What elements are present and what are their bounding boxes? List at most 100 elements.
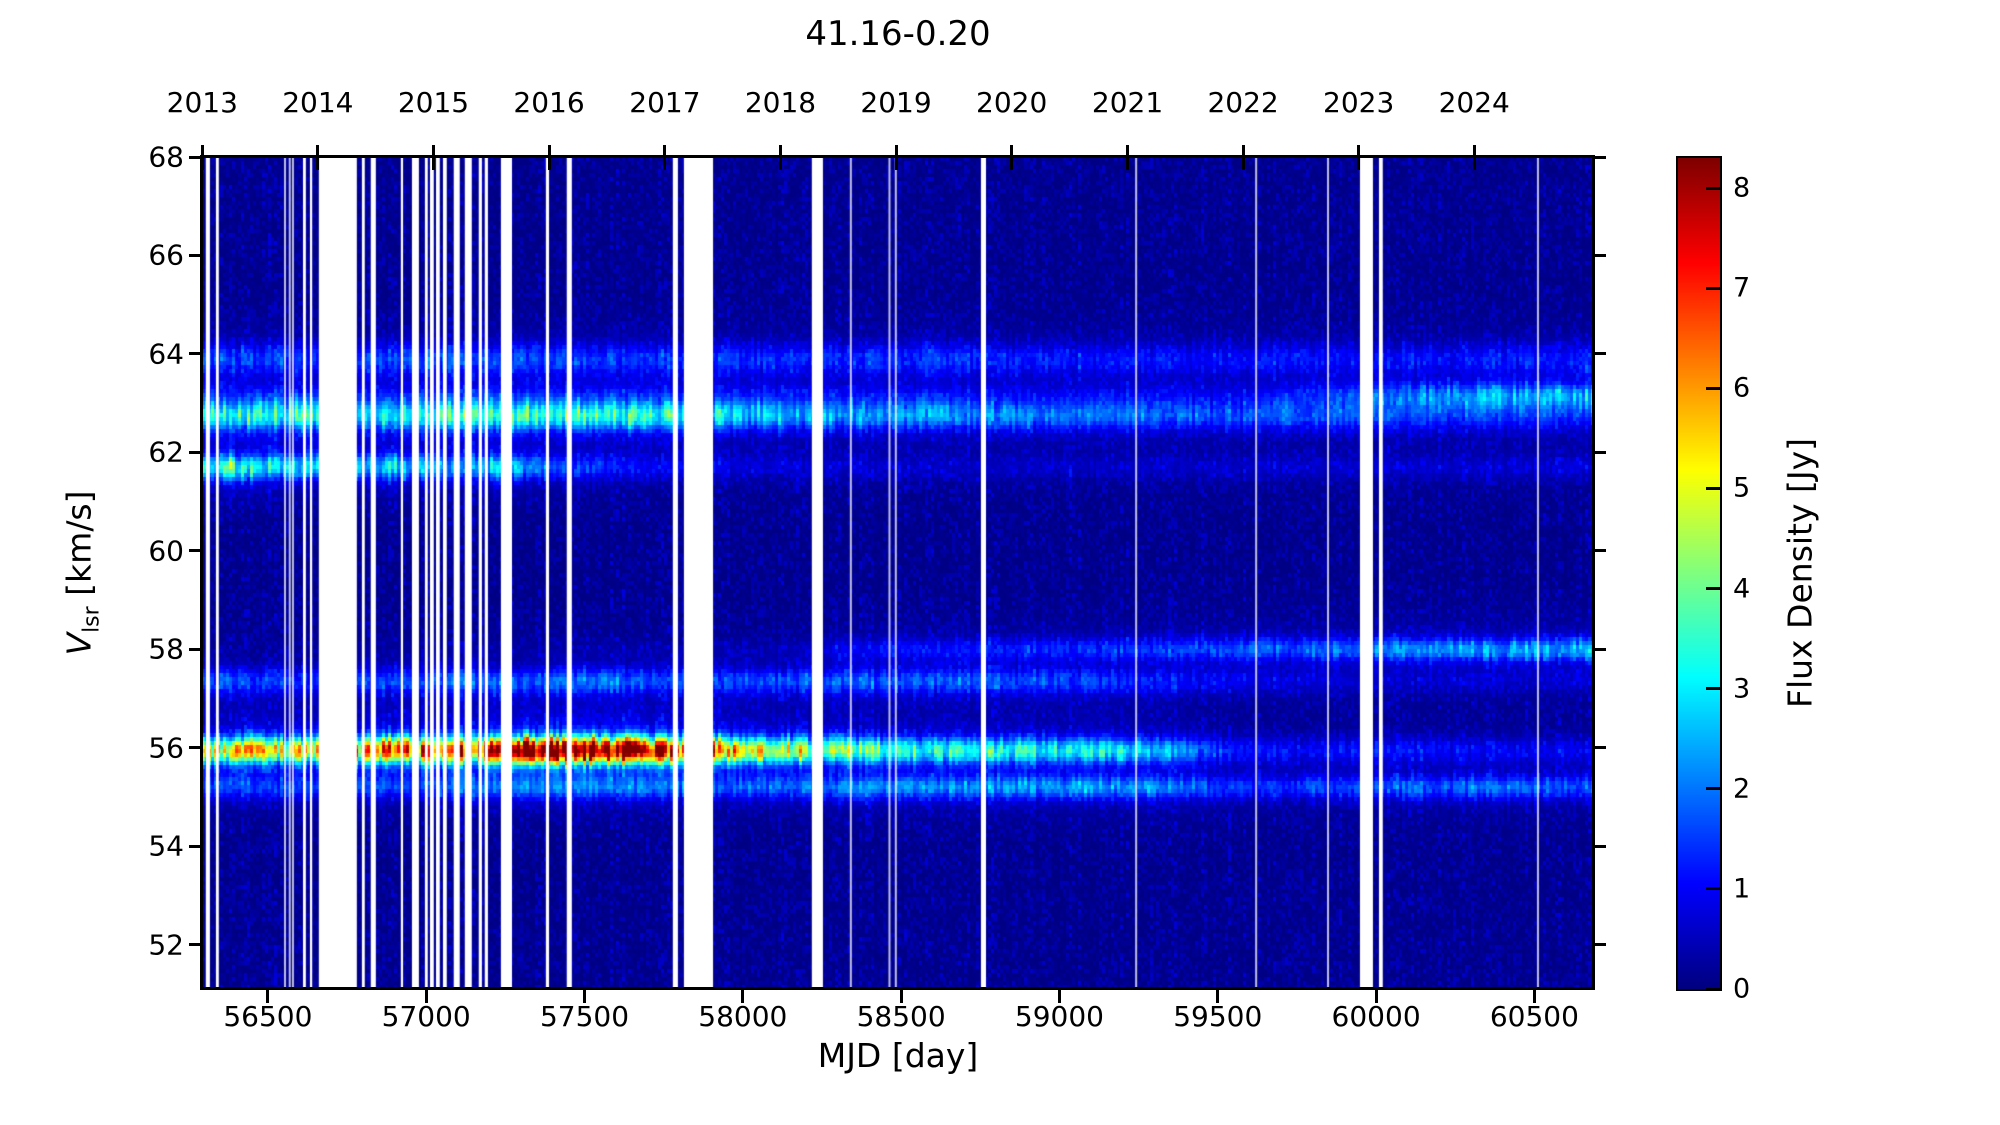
y-tick-label: 68 bbox=[148, 140, 184, 174]
colorbar-label: Flux Density [Jy] bbox=[1780, 437, 1820, 709]
year-tick-mark bbox=[316, 145, 320, 170]
year-tick-label: 2014 bbox=[282, 86, 354, 119]
year-tick-label: 2016 bbox=[513, 86, 585, 119]
x-tick-mark bbox=[583, 990, 586, 1003]
x-tick-label: 60000 bbox=[1331, 1000, 1421, 1033]
y-axis-label: Vlsr [km/s] bbox=[60, 490, 105, 655]
colorbar-tick-mark bbox=[1706, 486, 1720, 490]
year-tick-mark bbox=[431, 145, 435, 170]
colorbar-border bbox=[1676, 156, 1722, 991]
colorbar-tick-label: 1 bbox=[1733, 873, 1751, 905]
y-tick-mark bbox=[189, 844, 202, 848]
year-tick-label: 2017 bbox=[629, 86, 701, 119]
x-tick-label: 60500 bbox=[1489, 1000, 1579, 1033]
year-tick-mark bbox=[200, 145, 204, 170]
colorbar-tick-mark bbox=[1706, 587, 1720, 591]
x-tick-mark bbox=[266, 990, 270, 1003]
y-tick-mark-right bbox=[1593, 746, 1606, 750]
year-tick-label: 2013 bbox=[166, 86, 238, 119]
y-tick-mark bbox=[189, 253, 202, 257]
y-tick-mark bbox=[189, 943, 202, 947]
x-tick-mark bbox=[1057, 990, 1061, 1003]
x-tick-mark bbox=[1374, 990, 1378, 1003]
year-tick-mark bbox=[779, 145, 782, 170]
x-tick-label: 58500 bbox=[856, 1000, 946, 1033]
y-tick-mark-right bbox=[1593, 844, 1606, 848]
plot-title: 41.16-0.20 bbox=[805, 14, 991, 54]
x-tick-label: 57500 bbox=[539, 1000, 630, 1033]
year-tick-mark bbox=[1472, 145, 1476, 170]
y-tick-label: 54 bbox=[148, 829, 184, 863]
spectrogram-canvas bbox=[202, 157, 1593, 989]
y-tick-mark-right bbox=[1593, 450, 1606, 454]
y-tick-label: 56 bbox=[148, 731, 184, 765]
colorbar-gradient bbox=[1678, 158, 1720, 989]
colorbar-tick-label: 5 bbox=[1733, 472, 1751, 504]
colorbar-tick-label: 2 bbox=[1733, 773, 1751, 805]
year-tick-label: 2019 bbox=[860, 86, 932, 119]
x-tick-label: 57000 bbox=[381, 1000, 471, 1033]
year-tick-mark bbox=[547, 145, 551, 170]
y-tick-mark bbox=[189, 647, 202, 651]
y-tick-label: 60 bbox=[148, 534, 184, 568]
y-axis-label-subscript: lsr bbox=[79, 606, 105, 633]
y-tick-mark-right bbox=[1593, 549, 1606, 553]
x-tick-label: 59500 bbox=[1173, 1000, 1263, 1033]
year-tick-label: 2021 bbox=[1091, 86, 1164, 119]
y-tick-mark bbox=[189, 450, 202, 454]
x-tick-label: 59000 bbox=[1014, 1000, 1104, 1033]
y-tick-label: 66 bbox=[148, 238, 184, 272]
bottom-spine bbox=[200, 987, 1595, 990]
year-tick-mark bbox=[1126, 145, 1130, 170]
colorbar-tick-mark bbox=[1706, 186, 1720, 190]
left-spine bbox=[200, 155, 203, 990]
year-tick-label: 2015 bbox=[397, 86, 470, 119]
colorbar-tick-mark bbox=[1706, 687, 1720, 691]
x-tick-mark bbox=[1532, 990, 1536, 1003]
colorbar-tick-mark bbox=[1706, 987, 1720, 991]
year-tick-mark bbox=[1010, 145, 1014, 170]
y-tick-label: 64 bbox=[148, 337, 184, 371]
year-tick-label: 2023 bbox=[1323, 86, 1395, 119]
y-tick-mark-right bbox=[1593, 943, 1606, 947]
year-tick-label: 2024 bbox=[1438, 86, 1510, 119]
y-tick-mark bbox=[189, 549, 202, 553]
y-axis-label-unit: [km/s] bbox=[59, 490, 99, 607]
year-tick-mark bbox=[894, 145, 898, 170]
year-tick-mark bbox=[1357, 145, 1361, 170]
y-tick-mark bbox=[189, 155, 202, 159]
x-tick-mark bbox=[1216, 990, 1220, 1003]
y-tick-mark-right bbox=[1593, 647, 1606, 651]
y-tick-mark-right bbox=[1593, 155, 1606, 159]
year-tick-mark bbox=[663, 145, 667, 170]
x-axis-label: MJD [day] bbox=[817, 1036, 979, 1075]
year-tick-mark bbox=[1241, 145, 1245, 170]
x-tick-label: 58000 bbox=[698, 1000, 788, 1033]
x-tick-mark bbox=[424, 990, 428, 1003]
colorbar-tick-label: 7 bbox=[1733, 272, 1751, 304]
colorbar-tick-label: 8 bbox=[1733, 172, 1751, 204]
colorbar-tick-mark bbox=[1706, 887, 1720, 891]
y-tick-mark-right bbox=[1593, 352, 1606, 356]
colorbar-tick-mark bbox=[1706, 787, 1720, 791]
colorbar-tick-mark bbox=[1706, 286, 1720, 290]
year-tick-label: 2022 bbox=[1207, 86, 1279, 119]
year-tick-label: 2020 bbox=[976, 86, 1048, 119]
colorbar-tick-label: 3 bbox=[1733, 673, 1751, 705]
colorbar-tick-label: 4 bbox=[1733, 573, 1751, 605]
y-tick-label: 58 bbox=[148, 632, 184, 666]
year-tick-label: 2018 bbox=[744, 86, 817, 119]
colorbar-tick-label: 6 bbox=[1733, 372, 1751, 404]
right-spine bbox=[1592, 155, 1595, 990]
colorbar-tick-label: 0 bbox=[1733, 973, 1751, 1005]
y-tick-mark bbox=[189, 746, 202, 750]
y-tick-label: 62 bbox=[148, 435, 184, 469]
y-tick-label: 52 bbox=[148, 928, 184, 962]
y-tick-mark-right bbox=[1593, 253, 1606, 257]
colorbar-tick-mark bbox=[1706, 386, 1720, 390]
x-tick-mark bbox=[899, 990, 903, 1003]
y-axis-label-symbol: V bbox=[59, 632, 99, 656]
x-tick-mark bbox=[741, 990, 745, 1003]
y-tick-mark bbox=[189, 352, 202, 356]
x-tick-label: 56500 bbox=[223, 1000, 313, 1033]
